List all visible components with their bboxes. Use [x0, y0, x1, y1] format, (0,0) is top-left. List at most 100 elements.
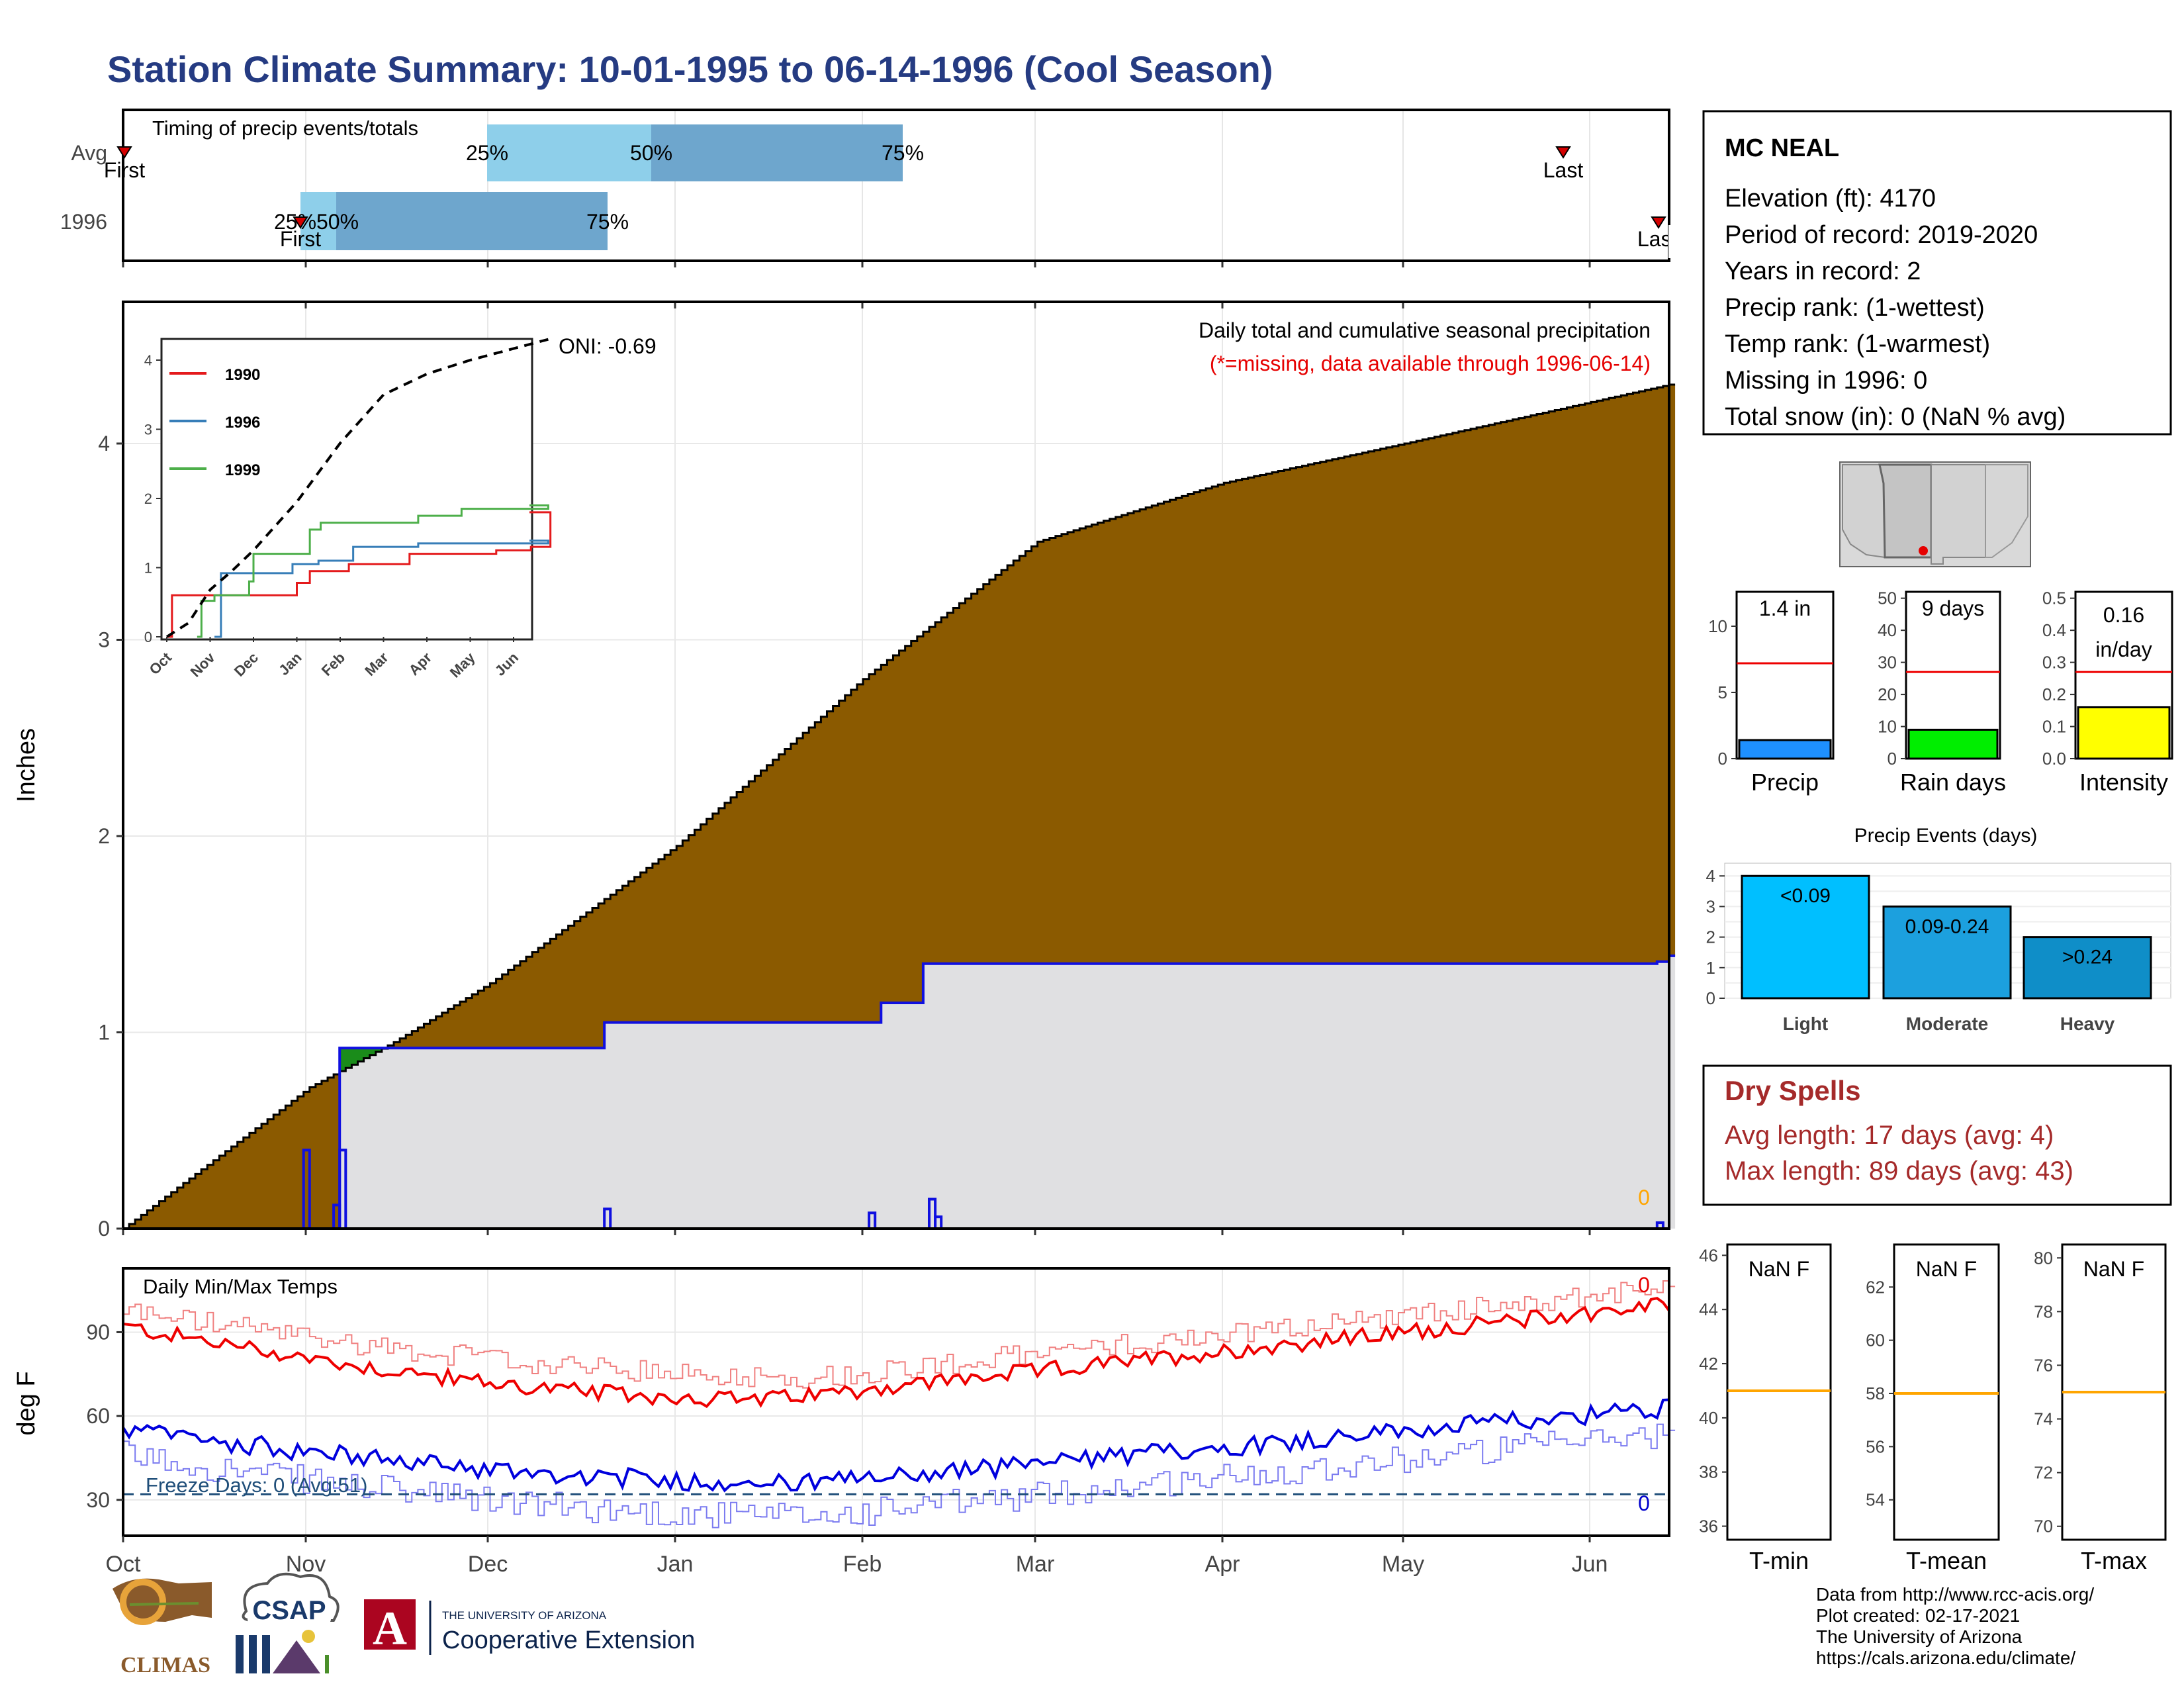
dry-avg: Avg length: 17 days (avg: 4) — [1725, 1121, 2054, 1150]
events-ytick-label: 4 — [1706, 866, 1715, 886]
avg-75-label: 75% — [882, 141, 924, 165]
mini-bar-value — [1907, 728, 1999, 760]
precip-events-panel: Precip Events (days) 0 1 2 3 4 <0.09 Light 0.09… — [1706, 825, 2171, 1034]
precip-frame — [122, 301, 1670, 1230]
oni-label: ONI: -0.69 — [559, 334, 657, 358]
mini-bar-ytick-label: 5 — [1718, 682, 1727, 702]
events-bar-label: 0.09-0.24 — [1905, 915, 1989, 937]
avg-first-marker — [116, 146, 132, 159]
temps-ylabel: deg F — [13, 1371, 40, 1435]
precip-ytick-label: 1 — [98, 1021, 110, 1045]
inset-frame — [160, 338, 533, 641]
inset-legend-1999: 1999 — [225, 461, 260, 479]
month-tick-label: Mar — [1016, 1552, 1055, 1577]
temp-box-ytick-label: 38 — [1699, 1462, 1718, 1482]
temp-box-ytick-label: 80 — [2034, 1248, 2053, 1268]
mini-bar-label: Intensity — [2079, 769, 2168, 796]
temp-box-ytick-label: 42 — [1699, 1354, 1718, 1374]
temp-box-ytick-label: 70 — [2034, 1517, 2053, 1536]
precip-ytick-label: 0 — [98, 1217, 110, 1241]
csap-mountain-icon — [273, 1640, 320, 1673]
inset-ytick-label: 0 — [144, 629, 152, 645]
events-title: Precip Events (days) — [1854, 825, 2038, 847]
precip-ylabel: Inches — [13, 728, 40, 802]
avg-exceeds-area — [129, 385, 1676, 1229]
timing-row-avg: Avg — [71, 141, 107, 165]
cur-first-label: First — [280, 227, 321, 251]
cur-25-label: 25% — [274, 210, 316, 234]
station-frame — [1702, 110, 2172, 436]
temp-box-frame — [1893, 1243, 2000, 1541]
avg-last-marker — [1555, 146, 1571, 159]
inset-ytick-label: 1 — [144, 560, 152, 577]
dry-max: Max length: 89 days (avg: 43) — [1725, 1156, 2073, 1186]
month-tick-label: May — [1382, 1552, 1424, 1577]
month-tick-label: Apr — [1205, 1552, 1240, 1577]
locator-map — [1839, 461, 2031, 567]
cur-first-marker — [293, 216, 308, 229]
inset-xtick-label: Nov — [187, 649, 219, 680]
min-temp-normal-line — [123, 1423, 1676, 1528]
csap-logo-text: CSAP — [252, 1596, 326, 1625]
avg-50-label: 50% — [630, 141, 672, 165]
precip-panel: 0 1 2 3 4 Inches Daily total and cumulative … — [13, 301, 1676, 1241]
month-tick-label: Oct — [106, 1552, 141, 1577]
temps-label: Daily Min/Max Temps — [143, 1275, 338, 1298]
inset-avg-line — [165, 338, 549, 638]
events-ytick-label: 0 — [1706, 988, 1715, 1008]
timing-label: Timing of precip events/totals — [152, 117, 418, 140]
temp-box-ytick-label: 46 — [1699, 1245, 1718, 1265]
last-label-clip — [1668, 225, 1708, 258]
climas-logo-text: CLIMAS — [120, 1653, 210, 1677]
events-bar-label: <0.09 — [1780, 885, 1831, 907]
events-category-label: Heavy — [2060, 1013, 2115, 1034]
inset-line-1996 — [214, 539, 549, 638]
timing-panel: Timing of precip events/totals Avg 1996 … — [60, 109, 1708, 267]
temps-ytick-label: 90 — [86, 1320, 110, 1344]
station-period: Period of record: 2019-2020 — [1725, 221, 2038, 249]
footer-created: Plot created: 02-17-2021 — [1816, 1605, 2020, 1626]
footer-url: https://cals.arizona.edu/climate/ — [1816, 1648, 2075, 1668]
inset-xtick-label: May — [447, 649, 478, 680]
temp-boxes: 36 38 40 42 44 46 NaN F T-min 54 56 58 60 62 NaN F T-m… — [1699, 1243, 2167, 1574]
temp-box-ytick-label: 74 — [2034, 1409, 2053, 1429]
max-temp-line — [122, 1297, 1670, 1409]
cur-25-50-bar — [300, 192, 336, 250]
inset-ytick-label: 3 — [144, 422, 152, 438]
footer-source: Data from http://www.rcc-acis.org/ — [1816, 1584, 2094, 1605]
temp-box-label: T-max — [2081, 1547, 2147, 1574]
mini-bar-value — [2077, 706, 2171, 760]
month-tick-label: Jan — [657, 1552, 694, 1577]
freeze-days-label: Freeze Days: 0 (Avg:51) — [146, 1474, 367, 1497]
mini-bar-frame — [1735, 590, 1835, 760]
inset-ytick-label: 4 — [144, 352, 152, 369]
min-temp-line — [122, 1398, 1670, 1493]
max-missing-count: 0 — [1638, 1273, 1650, 1297]
mini-bar-ytick-label: 0 — [1888, 749, 1897, 769]
timing-frame — [122, 109, 1670, 262]
temps-frame — [122, 1267, 1670, 1537]
min-missing-count: 0 — [1638, 1491, 1650, 1515]
mini-bar-ytick-label: 10 — [1878, 717, 1897, 737]
temp-box-ytick-label: 60 — [1866, 1331, 1885, 1350]
mini-bar-value — [1738, 739, 1832, 760]
cur-last-marker — [1651, 216, 1666, 229]
footer-credits: Data from http://www.rcc-acis.org/ Plot … — [1816, 1584, 2094, 1668]
month-tick-label: Feb — [843, 1552, 882, 1577]
mini-bar-ytick-label: 0.0 — [2042, 749, 2066, 769]
inset-ytick-label: 2 — [144, 491, 152, 507]
mini-bar-ytick-label: 30 — [1878, 653, 1897, 673]
avg-25-50-bar — [487, 124, 651, 181]
mini-bar-value-unit: in/day — [2095, 637, 2152, 661]
month-tick-label: Dec — [468, 1552, 508, 1577]
mini-bar-ytick-label: 0.4 — [2042, 620, 2066, 640]
station-snow: Total snow (in): 0 (NaN % avg) — [1725, 403, 2066, 431]
cur-50-label: 50% — [316, 210, 359, 234]
temp-box-ytick-label: 40 — [1699, 1408, 1718, 1428]
dry-spells-box: Dry Spells Avg length: 17 days (avg: 4) … — [1702, 1064, 2172, 1206]
ua-logo-letter: A — [373, 1602, 407, 1655]
station-years: Years in record: 2 — [1725, 258, 1921, 285]
mini-bar-ytick-label: 10 — [1708, 616, 1727, 636]
ua-logo-small-text: THE UNIVERSITY OF ARIZONA — [442, 1609, 607, 1622]
